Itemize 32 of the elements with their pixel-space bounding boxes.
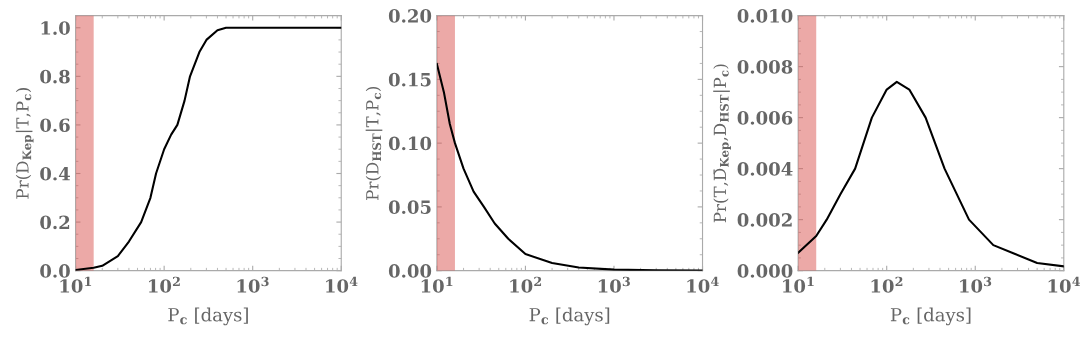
y-tick-label: 0.20 [388, 9, 432, 23]
x-tick-label: 10$^{3}$ [960, 276, 992, 293]
y-tick-label: 0.010 [737, 9, 793, 23]
y-tick-label: 0.000 [737, 264, 793, 278]
x-axis-title: P$_{c}$ [days] [529, 307, 610, 326]
y-tick-label: 0.4 [40, 166, 70, 181]
x-tick-label: 10$^{2}$ [149, 276, 180, 293]
x-tick-label: 10$^{4}$ [326, 276, 358, 293]
x-tick-label: 10$^{4}$ [687, 276, 719, 293]
x-tick-label: 10$^{3}$ [598, 276, 630, 293]
y-tick-label: 0.15 [388, 72, 431, 87]
x-tick-label: 10$^{4}$ [1048, 276, 1080, 293]
x-tick-label: 10$^{2}$ [871, 276, 903, 293]
y-tick-label: 0.00 [388, 264, 432, 278]
y-tick-label: 0.008 [737, 60, 793, 74]
y-tick-label: 0.006 [737, 111, 793, 125]
y-tick-label: 1.0 [41, 21, 70, 35]
y-tick-label: 0.6 [40, 118, 70, 133]
x-axis-title: P$_{c}$ [days] [168, 307, 248, 326]
y-axis-title: Pr(T,D̄$_{Kep}$,D$_{HST}$|P$_{c}$) [713, 64, 731, 223]
y-axis-title: Pr(D$_{HST}$|T,P$_{c}$) [365, 86, 383, 200]
x-tick-label: 10$^{3}$ [237, 276, 269, 293]
y-tick-label: 0.002 [737, 213, 792, 227]
y-tick-label: 0.10 [388, 136, 432, 151]
y-tick-label: 0.2 [40, 215, 70, 230]
x-axis-title: P$_{c}$ [days] [890, 307, 971, 326]
y-axis-title: Pr(D$_{Kep}$|T,P$_{c}$) [15, 88, 34, 199]
y-tick-label: 0.8 [40, 69, 70, 84]
y-tick-label: 0.05 [388, 200, 431, 215]
x-tick-label: 10$^{2}$ [510, 276, 542, 293]
y-tick-label: 0.0 [40, 264, 70, 278]
y-tick-label: 0.004 [737, 162, 793, 176]
